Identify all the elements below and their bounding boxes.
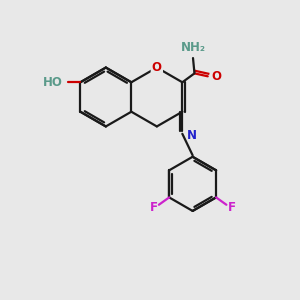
Text: N: N	[187, 129, 197, 142]
Text: F: F	[150, 201, 158, 214]
Text: O: O	[211, 70, 221, 83]
Text: HO: HO	[43, 76, 63, 89]
Text: NH₂: NH₂	[181, 40, 206, 54]
Text: O: O	[152, 61, 162, 74]
Text: F: F	[227, 201, 236, 214]
